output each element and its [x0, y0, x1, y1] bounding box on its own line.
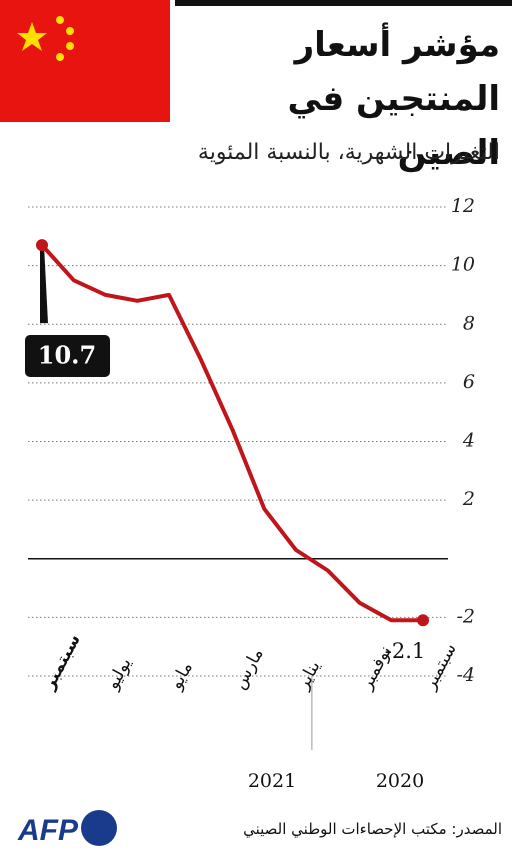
y-tick-label: 8	[463, 312, 475, 334]
flag-stars	[17, 16, 74, 61]
value-label: 10.7	[38, 341, 96, 370]
x-tick-label: مارس	[230, 645, 268, 693]
end-point	[36, 239, 48, 252]
x-tick-label: سبتمبر	[39, 631, 85, 694]
logo: AFP	[18, 810, 117, 848]
y-tick-label: 6	[463, 371, 475, 393]
top-rule	[175, 0, 512, 6]
chart-title: مؤشر أسعار المنتجين في الصين	[287, 25, 500, 173]
callout-pointer	[40, 245, 48, 324]
x-tick-label: يوليو	[102, 654, 136, 693]
x-tick-label: مايو	[166, 659, 197, 694]
y-tick-label: 12	[451, 195, 475, 217]
y-tick-label: 4	[462, 430, 475, 452]
value-label: -2.1	[385, 639, 426, 663]
x-tick-label: يناير	[293, 657, 325, 693]
x-tick-label: سبتمبر	[420, 640, 461, 693]
year-label: 2021	[248, 770, 296, 792]
source: المصدر: مكتب الإحصاءات الوطني الصيني	[243, 820, 502, 838]
logo-text: AFP	[18, 814, 78, 847]
callout-box	[25, 335, 110, 377]
y-tick-label: -4	[456, 664, 475, 686]
series-line	[40, 243, 423, 623]
y-tick-label: -2	[456, 605, 475, 627]
chart-subtitle: التغيرات الشهرية، بالنسبة المئوية	[197, 140, 500, 165]
flag	[0, 0, 170, 122]
end-point	[417, 614, 429, 627]
year-label: 2020	[376, 770, 424, 792]
y-tick-label: 2	[462, 488, 475, 510]
y-tick-label: 10	[451, 254, 475, 276]
logo-circle	[81, 810, 117, 846]
